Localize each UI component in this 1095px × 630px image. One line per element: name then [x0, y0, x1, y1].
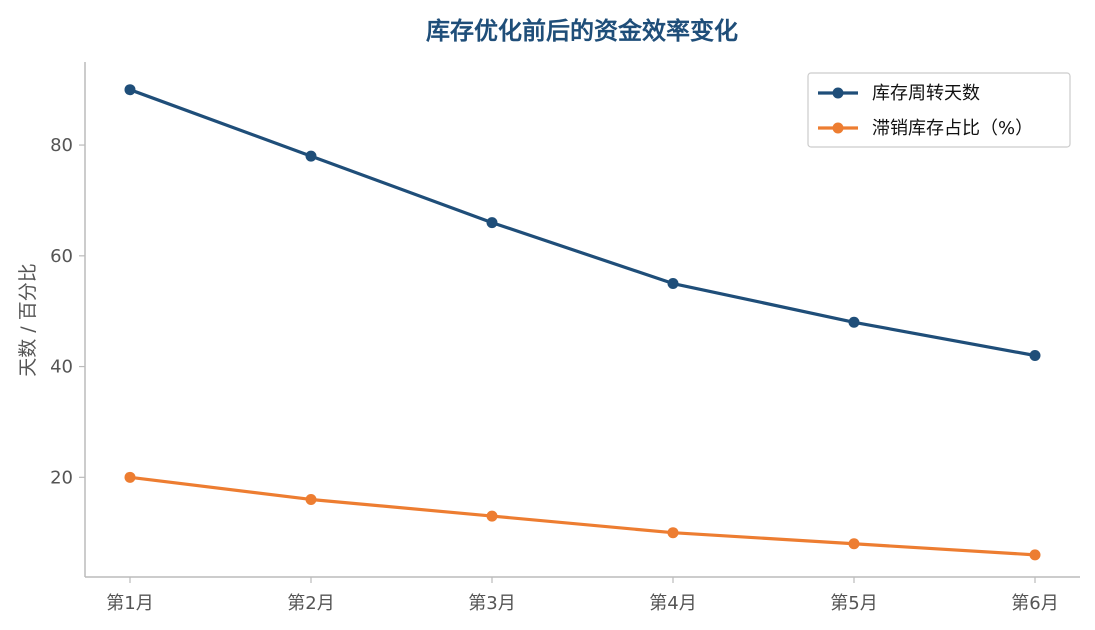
series-1 [124, 84, 1041, 361]
y-tick-label: 20 [50, 467, 73, 488]
x-tick-label: 第3月 [468, 593, 515, 614]
x-tick-label: 第1月 [106, 593, 153, 614]
legend-label: 库存周转天数 [872, 83, 980, 104]
series-line [128, 88, 1037, 358]
x-axis-ticks: 第1月 第2月 第3月 第4月 第5月 第6月 [106, 577, 1059, 614]
y-axis-ticks: 20 40 60 80 [50, 135, 85, 488]
legend-box [807, 72, 1071, 148]
y-axis-label: 天数 / 百分比 [17, 263, 39, 376]
data-point [486, 510, 498, 522]
data-point [1029, 549, 1041, 561]
y-tick-label: 80 [50, 135, 73, 156]
data-point [667, 527, 679, 539]
legend-item: 库存周转天数 [818, 83, 980, 104]
legend-swatch-marker [832, 122, 844, 134]
x-tick-label: 第4月 [649, 593, 696, 614]
legend-swatch-marker [832, 87, 844, 99]
y-tick-label: 40 [50, 357, 73, 378]
data-point [1029, 349, 1041, 361]
x-tick-label: 第2月 [287, 593, 334, 614]
data-point [305, 493, 317, 505]
data-point [667, 278, 679, 290]
legend-item: 滞销库存占比（%） [818, 118, 1033, 139]
data-point [486, 217, 498, 229]
x-tick-label: 第5月 [830, 593, 877, 614]
data-point [848, 316, 860, 328]
series-layer [124, 84, 1041, 561]
series-line [128, 475, 1037, 557]
data-point [124, 84, 136, 96]
series-2 [124, 471, 1041, 561]
chart-title: 库存优化前后的资金效率变化 [426, 17, 738, 45]
legend-label: 滞销库存占比（%） [872, 118, 1033, 139]
data-point [124, 471, 136, 483]
data-point [848, 538, 860, 550]
y-tick-label: 60 [50, 246, 73, 267]
data-point [305, 150, 317, 162]
x-tick-label: 第6月 [1011, 593, 1058, 614]
